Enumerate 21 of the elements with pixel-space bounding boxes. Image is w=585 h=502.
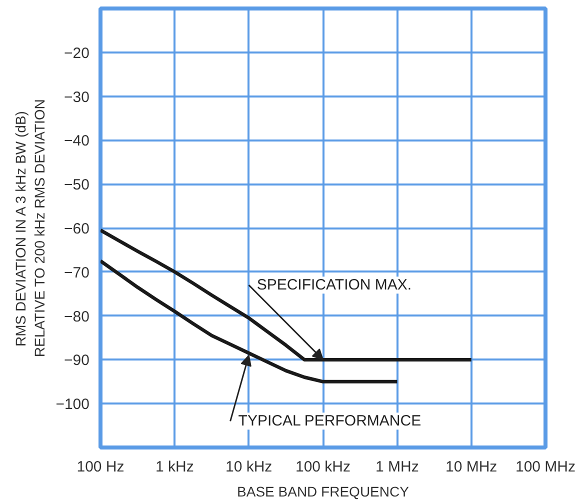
- annotation: SPECIFICATION MAX.: [256, 276, 412, 294]
- x-tick-label: 100 kHz: [295, 458, 351, 476]
- x-tick-label: 10 MHz: [445, 458, 498, 476]
- y-tick-label: −60: [64, 220, 90, 238]
- x-tick-label: 10 kHz: [225, 458, 272, 476]
- line-series: [100, 228, 474, 362]
- y-tick-label: −100: [56, 396, 90, 414]
- y-tick-label: −20: [64, 44, 90, 62]
- y-tick-label: −40: [64, 132, 90, 150]
- y-axis-title: RMS DEVIATION IN A 3 kHz BW (dB) RELATIVE TO 200 kHz RMS DEVIATION: [12, 99, 48, 358]
- annotation: TYPICAL PERFORMANCE: [238, 412, 422, 430]
- y-tick-label: −30: [64, 88, 90, 106]
- x-tick-label: 1 MHz: [376, 458, 419, 476]
- x-axis-title: BASE BAND FREQUENCY: [237, 484, 410, 500]
- x-tick-label: 100 MHz: [515, 458, 576, 476]
- x-tick-label: 100 Hz: [76, 458, 124, 476]
- y-tick-label: −70: [64, 264, 90, 282]
- x-tick-label: 1 kHz: [155, 458, 194, 476]
- y-tick-label: −50: [64, 176, 90, 194]
- y-tick-label: −90: [64, 352, 90, 370]
- y-tick-label: −80: [64, 308, 90, 326]
